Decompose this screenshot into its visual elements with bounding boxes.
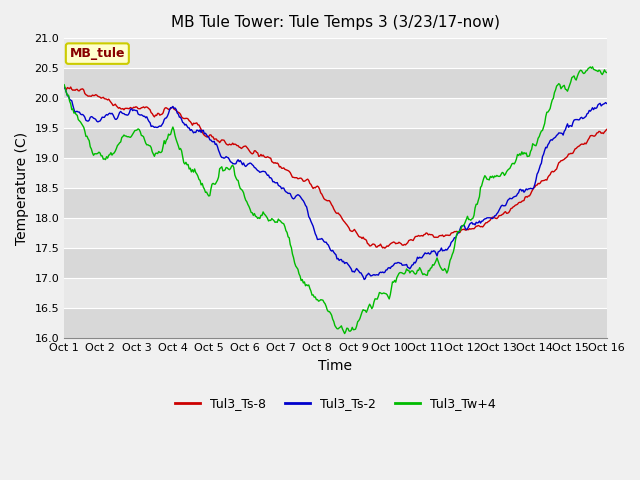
Bar <box>64 128 607 158</box>
Bar <box>64 278 607 308</box>
Bar <box>64 248 607 278</box>
Legend: Tul3_Ts-8, Tul3_Ts-2, Tul3_Tw+4: Tul3_Ts-8, Tul3_Ts-2, Tul3_Tw+4 <box>170 393 500 416</box>
Bar <box>64 98 607 128</box>
Bar <box>64 308 607 338</box>
Title: MB Tule Tower: Tule Temps 3 (3/23/17-now): MB Tule Tower: Tule Temps 3 (3/23/17-now… <box>171 15 500 30</box>
Bar <box>64 218 607 248</box>
Y-axis label: Temperature (C): Temperature (C) <box>15 132 29 245</box>
Bar <box>64 68 607 98</box>
Text: MB_tule: MB_tule <box>70 47 125 60</box>
Bar <box>64 158 607 188</box>
Bar <box>64 188 607 218</box>
X-axis label: Time: Time <box>318 359 353 372</box>
Bar <box>64 38 607 68</box>
